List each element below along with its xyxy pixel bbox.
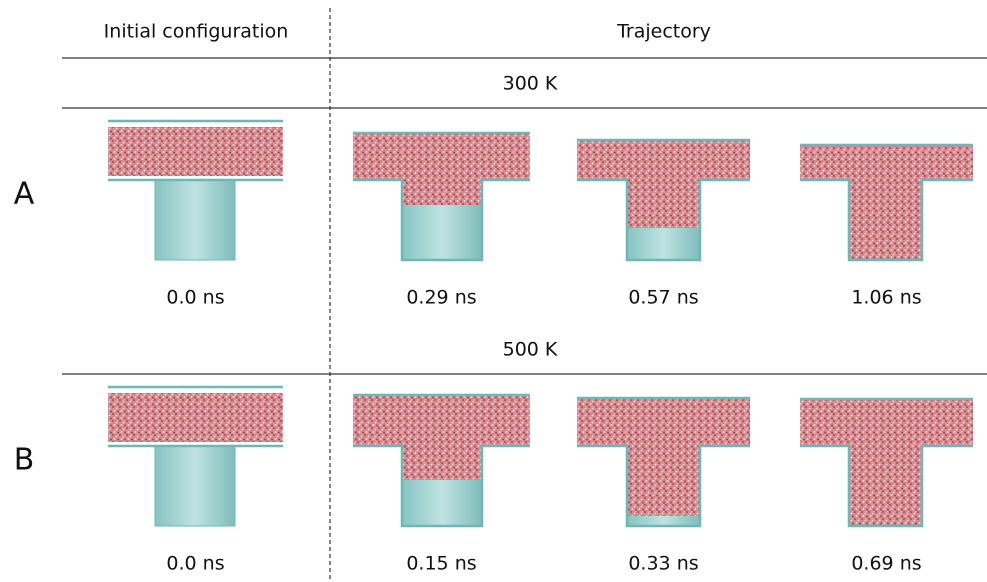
liquid: [577, 398, 750, 516]
pore: [155, 180, 235, 260]
time-label: 0.0 ns: [166, 287, 224, 309]
pore: [155, 446, 235, 526]
liquid: [800, 399, 973, 526]
row-label: B: [14, 443, 35, 478]
liquid: [353, 133, 530, 205]
temperature: 300 K: [503, 73, 558, 95]
row-label: A: [14, 177, 35, 212]
liquid: [800, 145, 973, 260]
time-label: 0.33 ns: [628, 553, 698, 575]
time-label: 0.57 ns: [628, 287, 698, 309]
time-label: 0.15 ns: [406, 553, 476, 575]
liquid: [108, 127, 283, 176]
liquid: [577, 140, 750, 228]
column-header: Initial configuration: [104, 21, 289, 43]
time-label: 0.0 ns: [166, 553, 224, 575]
time-label: 0.29 ns: [406, 287, 476, 309]
column-header: Trajectory: [616, 21, 711, 43]
liquid: [108, 393, 283, 442]
time-label: 0.69 ns: [851, 553, 921, 575]
time-label: 1.06 ns: [851, 287, 921, 309]
temperature: 500 K: [503, 339, 558, 361]
figure: Initial configuration Trajectory 300 K A 0…: [0, 0, 987, 582]
liquid: [353, 395, 530, 480]
